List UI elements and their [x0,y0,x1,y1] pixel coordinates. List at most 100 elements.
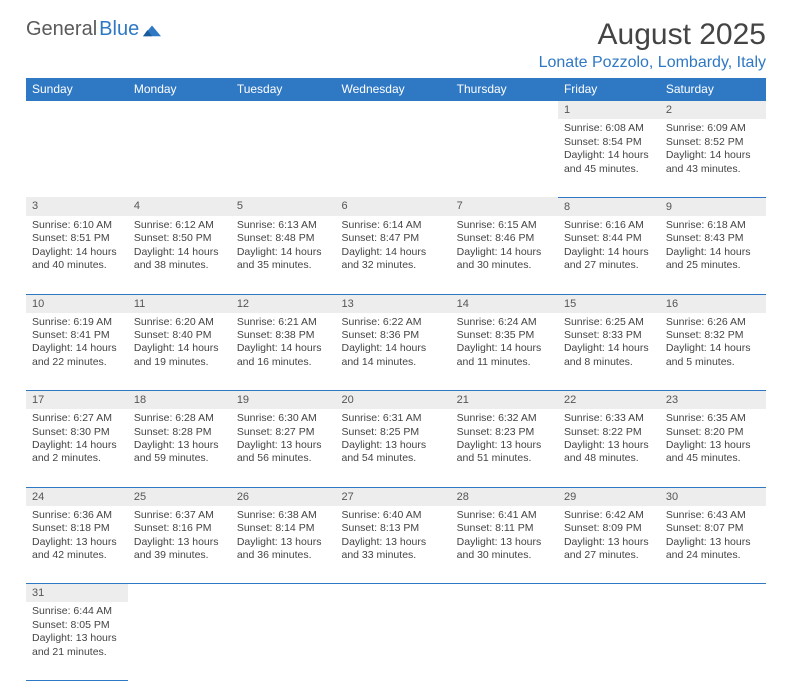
empty-cell [558,584,660,603]
empty-cell [660,584,766,603]
sunset-line: Sunset: 8:44 PM [564,232,654,245]
weekday-header: Wednesday [335,78,450,101]
weekday-row: SundayMondayTuesdayWednesdayThursdayFrid… [26,78,766,101]
sunrise-line: Sunrise: 6:13 AM [237,219,330,232]
daylight-line: Daylight: 13 hours and 33 minutes. [341,536,444,563]
day-number: 17 [26,391,128,410]
sunrise-line: Sunrise: 6:18 AM [666,219,760,232]
daylight-line: Daylight: 14 hours and 19 minutes. [134,342,225,369]
sunrise-line: Sunrise: 6:40 AM [341,509,444,522]
sunset-line: Sunset: 8:38 PM [237,329,330,342]
day-number: 8 [558,197,660,216]
sunset-line: Sunset: 8:33 PM [564,329,654,342]
day-cell: Sunrise: 6:24 AMSunset: 8:35 PMDaylight:… [451,313,558,391]
daylight-line: Daylight: 14 hours and 27 minutes. [564,246,654,273]
sunset-line: Sunset: 8:47 PM [341,232,444,245]
sunrise-line: Sunrise: 6:15 AM [457,219,552,232]
day-number: 7 [451,197,558,216]
empty-cell [26,101,128,119]
day-cell-inner: Sunrise: 6:10 AMSunset: 8:51 PMDaylight:… [26,216,128,277]
daylight-line: Daylight: 14 hours and 25 minutes. [666,246,760,273]
sunrise-line: Sunrise: 6:30 AM [237,412,330,425]
title-block: August 2025 Lonate Pozzolo, Lombardy, It… [539,18,766,72]
sunrise-line: Sunrise: 6:31 AM [341,412,444,425]
day-cell-inner: Sunrise: 6:09 AMSunset: 8:52 PMDaylight:… [660,119,766,180]
sunrise-line: Sunrise: 6:35 AM [666,412,760,425]
day-number: 4 [128,197,231,216]
sunrise-line: Sunrise: 6:22 AM [341,316,444,329]
sunset-line: Sunset: 8:14 PM [237,522,330,535]
sunrise-line: Sunrise: 6:26 AM [666,316,760,329]
daynum-row: 3456789 [26,197,766,216]
day-cell: Sunrise: 6:37 AMSunset: 8:16 PMDaylight:… [128,506,231,584]
day-cell-inner: Sunrise: 6:33 AMSunset: 8:22 PMDaylight:… [558,409,660,470]
sunrise-line: Sunrise: 6:19 AM [32,316,122,329]
day-number: 5 [231,197,336,216]
sunset-line: Sunset: 8:09 PM [564,522,654,535]
sunset-line: Sunset: 8:50 PM [134,232,225,245]
daylight-line: Daylight: 13 hours and 56 minutes. [237,439,330,466]
content-row: Sunrise: 6:44 AMSunset: 8:05 PMDaylight:… [26,602,766,680]
daylight-line: Daylight: 14 hours and 43 minutes. [666,149,760,176]
day-cell: Sunrise: 6:21 AMSunset: 8:38 PMDaylight:… [231,313,336,391]
day-number: 15 [558,294,660,313]
daylight-line: Daylight: 13 hours and 21 minutes. [32,632,122,659]
sunset-line: Sunset: 8:27 PM [237,426,330,439]
weekday-header: Saturday [660,78,766,101]
empty-cell [231,584,336,603]
sunrise-line: Sunrise: 6:33 AM [564,412,654,425]
day-cell: Sunrise: 6:22 AMSunset: 8:36 PMDaylight:… [335,313,450,391]
daylight-line: Daylight: 13 hours and 42 minutes. [32,536,122,563]
day-cell: Sunrise: 6:10 AMSunset: 8:51 PMDaylight:… [26,216,128,294]
sunset-line: Sunset: 8:41 PM [32,329,122,342]
day-cell: Sunrise: 6:16 AMSunset: 8:44 PMDaylight:… [558,216,660,294]
day-cell-inner: Sunrise: 6:28 AMSunset: 8:28 PMDaylight:… [128,409,231,470]
daynum-row: 12 [26,101,766,119]
daylight-line: Daylight: 14 hours and 2 minutes. [32,439,122,466]
day-number: 18 [128,391,231,410]
day-cell: Sunrise: 6:13 AMSunset: 8:48 PMDaylight:… [231,216,336,294]
daynum-row: 10111213141516 [26,294,766,313]
day-cell-inner: Sunrise: 6:35 AMSunset: 8:20 PMDaylight:… [660,409,766,470]
daynum-row: 24252627282930 [26,487,766,506]
day-cell: Sunrise: 6:40 AMSunset: 8:13 PMDaylight:… [335,506,450,584]
day-number: 23 [660,391,766,410]
sunset-line: Sunset: 8:54 PM [564,136,654,149]
empty-cell [231,101,336,119]
day-cell: Sunrise: 6:36 AMSunset: 8:18 PMDaylight:… [26,506,128,584]
sunset-line: Sunset: 8:05 PM [32,619,122,632]
content-row: Sunrise: 6:08 AMSunset: 8:54 PMDaylight:… [26,119,766,197]
empty-cell [335,119,450,197]
sunrise-line: Sunrise: 6:42 AM [564,509,654,522]
day-cell: Sunrise: 6:18 AMSunset: 8:43 PMDaylight:… [660,216,766,294]
day-cell-inner: Sunrise: 6:44 AMSunset: 8:05 PMDaylight:… [26,602,128,663]
daylight-line: Daylight: 14 hours and 11 minutes. [457,342,552,369]
day-number: 16 [660,294,766,313]
day-number: 1 [558,101,660,119]
day-number: 14 [451,294,558,313]
daylight-line: Daylight: 14 hours and 8 minutes. [564,342,654,369]
day-cell-inner: Sunrise: 6:43 AMSunset: 8:07 PMDaylight:… [660,506,766,567]
sunrise-line: Sunrise: 6:10 AM [32,219,122,232]
day-cell: Sunrise: 6:43 AMSunset: 8:07 PMDaylight:… [660,506,766,584]
sunset-line: Sunset: 8:32 PM [666,329,760,342]
sunset-line: Sunset: 8:18 PM [32,522,122,535]
day-cell-inner: Sunrise: 6:16 AMSunset: 8:44 PMDaylight:… [558,216,660,277]
weekday-header: Monday [128,78,231,101]
day-cell: Sunrise: 6:19 AMSunset: 8:41 PMDaylight:… [26,313,128,391]
daylight-line: Daylight: 14 hours and 45 minutes. [564,149,654,176]
day-cell-inner: Sunrise: 6:32 AMSunset: 8:23 PMDaylight:… [451,409,558,470]
day-cell-inner: Sunrise: 6:13 AMSunset: 8:48 PMDaylight:… [231,216,336,277]
day-cell-inner: Sunrise: 6:22 AMSunset: 8:36 PMDaylight:… [335,313,450,374]
sunset-line: Sunset: 8:13 PM [341,522,444,535]
day-cell-inner: Sunrise: 6:31 AMSunset: 8:25 PMDaylight:… [335,409,450,470]
empty-cell [660,602,766,680]
day-number: 20 [335,391,450,410]
month-title: August 2025 [539,18,766,52]
weekday-header: Sunday [26,78,128,101]
daylight-line: Daylight: 14 hours and 30 minutes. [457,246,552,273]
sunset-line: Sunset: 8:07 PM [666,522,760,535]
empty-cell [128,101,231,119]
day-number: 11 [128,294,231,313]
day-cell-inner: Sunrise: 6:42 AMSunset: 8:09 PMDaylight:… [558,506,660,567]
